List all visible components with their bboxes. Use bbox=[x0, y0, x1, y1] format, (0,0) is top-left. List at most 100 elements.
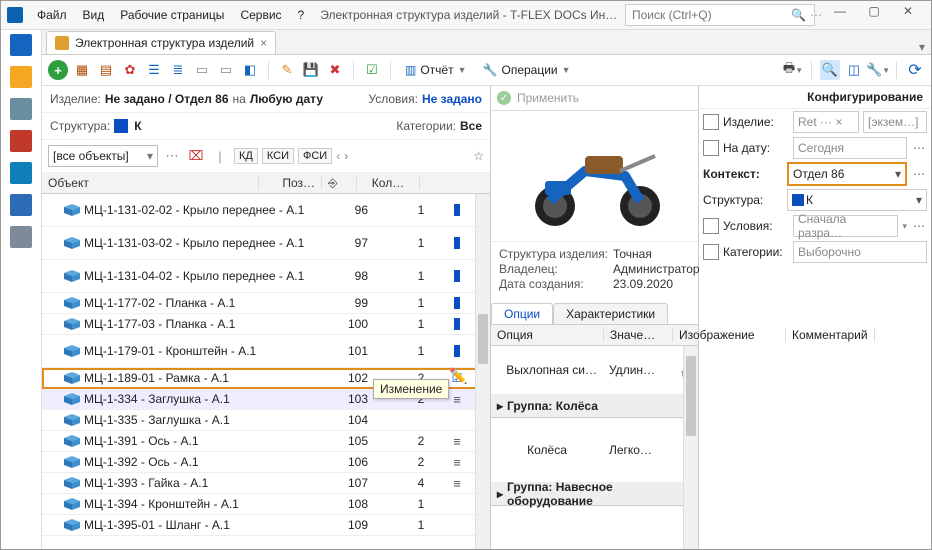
table-row[interactable]: МЦ-1-131-03-02 - Крыло переднее - А.1971 bbox=[42, 227, 490, 260]
filter-icon[interactable]: ⋯ bbox=[162, 146, 182, 166]
close-button[interactable]: ✕ bbox=[891, 4, 925, 26]
table-row[interactable]: МЦ-1-394 - Кронштейн - А.11081 bbox=[42, 494, 490, 515]
tool-icon-1[interactable]: ▦ bbox=[72, 60, 92, 80]
search-input[interactable] bbox=[630, 7, 789, 23]
chk-uslov[interactable] bbox=[703, 218, 719, 234]
table-row[interactable]: МЦ-1-179-01 - Кронштейн - А.11011 bbox=[42, 335, 490, 368]
grid-scrollbar[interactable] bbox=[475, 194, 490, 549]
chk-date[interactable] bbox=[703, 140, 719, 156]
col-val[interactable]: Значе… bbox=[604, 328, 673, 342]
tabs-dropdown-icon[interactable]: ▾ bbox=[919, 40, 925, 54]
sidebar-item-catalog[interactable] bbox=[10, 130, 32, 152]
fld-struct[interactable]: К▾ bbox=[787, 189, 927, 211]
search-icon[interactable]: 🔍 bbox=[791, 8, 806, 22]
search-toggle-icon[interactable]: 🔍 bbox=[820, 60, 840, 80]
row-edit-icon[interactable]: ✏️ bbox=[449, 367, 467, 385]
chip-kd[interactable]: КД bbox=[234, 148, 258, 164]
operations-button[interactable]: 🔧 Операции ▼ bbox=[477, 59, 577, 81]
table-row[interactable]: МЦ-1-335 - Заглушка - А.1104 bbox=[42, 410, 490, 431]
save-icon[interactable]: 💾 bbox=[301, 60, 321, 80]
menu-view[interactable]: Вид bbox=[75, 6, 113, 24]
fld-exemplar[interactable]: [экзем…] bbox=[863, 111, 927, 133]
sidebar-item-home[interactable] bbox=[10, 226, 32, 248]
tab-options[interactable]: Опции bbox=[491, 303, 553, 324]
chip-ksi[interactable]: КСИ bbox=[262, 148, 294, 164]
fld-izdelie[interactable]: Ret ··· × bbox=[793, 111, 859, 133]
ctx-more-icon[interactable]: ⋯ bbox=[911, 167, 927, 181]
check-icon[interactable]: ☑ bbox=[362, 60, 382, 80]
filter-reset-icon[interactable]: ⌧ bbox=[186, 146, 206, 166]
add-button[interactable]: + bbox=[48, 60, 68, 80]
search-more-icon[interactable]: ⋯ bbox=[810, 8, 822, 22]
wrench2-icon[interactable]: 🔧▼ bbox=[868, 60, 888, 80]
fld-uslov[interactable]: Сначала разра… bbox=[793, 215, 898, 237]
tab-structure[interactable]: Электронная структура изделий × bbox=[46, 31, 276, 54]
delete-icon[interactable]: ✖ bbox=[325, 60, 345, 80]
sidebar-item-user[interactable] bbox=[10, 162, 32, 184]
tab-close-icon[interactable]: × bbox=[260, 36, 267, 50]
report-button[interactable]: ▥ Отчёт ▼ bbox=[399, 59, 473, 81]
scroll-left-icon[interactable]: ‹ bbox=[336, 149, 340, 163]
table-row[interactable]: МЦ-1-177-03 - Планка - А.11001 bbox=[42, 314, 490, 335]
table-row[interactable]: МЦ-1-391 - Ось - А.11052≡ bbox=[42, 431, 490, 452]
apply-label[interactable]: Применить bbox=[517, 91, 579, 105]
chk-izdelie[interactable] bbox=[703, 114, 719, 130]
tool-icon-8[interactable]: ◧ bbox=[240, 60, 260, 80]
print-icon[interactable]: 🖶▼ bbox=[783, 60, 803, 80]
tool-icon-4[interactable]: ☰ bbox=[144, 60, 164, 80]
col-pos[interactable]: Поз… bbox=[259, 176, 322, 190]
col-icon1[interactable]: ⎆ bbox=[322, 176, 357, 191]
col-opt[interactable]: Опция bbox=[491, 328, 604, 342]
tool-icon-6[interactable]: ▭ bbox=[192, 60, 212, 80]
sidebar-item-1[interactable] bbox=[10, 34, 32, 56]
tool-icon-7[interactable]: ▭ bbox=[216, 60, 236, 80]
refresh-icon[interactable]: ⟳ bbox=[905, 60, 925, 80]
izdelie-value[interactable]: Не задано / Отдел 86 bbox=[105, 92, 229, 106]
col-object[interactable]: Объект bbox=[42, 176, 259, 190]
scroll-right-icon[interactable]: › bbox=[344, 149, 348, 163]
grid-body[interactable]: МЦ-1-131-02-02 - Крыло переднее - А.1961… bbox=[42, 194, 490, 549]
date-value[interactable]: Любую дату bbox=[250, 92, 323, 106]
star-icon[interactable]: ☆ bbox=[473, 149, 484, 163]
struct-label: Структура: bbox=[50, 119, 110, 133]
table-row[interactable]: МЦ-1-131-02-02 - Крыло переднее - А.1961 bbox=[42, 194, 490, 227]
minimize-button[interactable]: — bbox=[823, 4, 857, 26]
sidebar-item-doc[interactable] bbox=[10, 194, 32, 216]
options-scrollbar[interactable] bbox=[683, 346, 698, 549]
tool-icon-3[interactable]: ✿ bbox=[120, 60, 140, 80]
table-row[interactable]: МЦ-1-395-01 - Шланг - А.11091 bbox=[42, 515, 490, 536]
date-more-icon[interactable]: ⋯ bbox=[911, 141, 927, 155]
sidebar-item-tree[interactable] bbox=[10, 98, 32, 120]
kat-value[interactable]: Все bbox=[460, 119, 482, 133]
tool-icon-2[interactable]: ▤ bbox=[96, 60, 116, 80]
table-row[interactable]: МЦ-1-177-02 - Планка - А.1991 bbox=[42, 293, 490, 314]
menu-help[interactable]: ? bbox=[290, 6, 313, 24]
uslov-more-icon[interactable]: ⋯ bbox=[911, 219, 927, 233]
uslov-value[interactable]: Не задано bbox=[422, 92, 482, 106]
sidebar-item-mail[interactable] bbox=[10, 66, 32, 88]
struct-value[interactable]: К bbox=[134, 119, 141, 133]
menu-pages[interactable]: Рабочие страницы bbox=[112, 6, 232, 24]
all-objects-combo[interactable]: [все объекты]▾ bbox=[48, 145, 158, 167]
group-wheels[interactable]: ▸ Группа: Колёса bbox=[491, 395, 698, 418]
table-row[interactable]: МЦ-1-392 - Ось - А.11062≡ bbox=[42, 452, 490, 473]
maximize-button[interactable]: ▢ bbox=[857, 4, 891, 26]
top-search[interactable]: 🔍 ⋯ bbox=[625, 4, 815, 26]
menu-file[interactable]: Файл bbox=[29, 6, 75, 24]
chk-kat[interactable] bbox=[703, 244, 719, 260]
edit-icon[interactable]: ✎ bbox=[277, 60, 297, 80]
chip-fsi[interactable]: ФСИ bbox=[298, 148, 332, 164]
options-body[interactable]: Выхлопная си… Удлин… Масса выхлопног…При… bbox=[491, 346, 698, 549]
fld-date[interactable]: Сегодня bbox=[793, 137, 907, 159]
table-row[interactable]: МЦ-1-393 - Гайка - А.11074≡ bbox=[42, 473, 490, 494]
menu-service[interactable]: Сервис bbox=[232, 6, 289, 24]
cube-icon bbox=[64, 498, 80, 510]
group-equipment[interactable]: ▸ Группа: Навесное оборудование bbox=[491, 483, 698, 506]
tool-icon-5[interactable]: ≣ bbox=[168, 60, 188, 80]
fld-kat[interactable]: Выборочно bbox=[793, 241, 927, 263]
fld-context[interactable]: Отдел 86▾ bbox=[787, 162, 907, 186]
tab-specs[interactable]: Характеристики bbox=[553, 303, 668, 324]
table-row[interactable]: МЦ-1-131-04-02 - Крыло переднее - А.1981 bbox=[42, 260, 490, 293]
panel-icon[interactable]: ◫ bbox=[844, 60, 864, 80]
col-kol[interactable]: Кол… bbox=[357, 176, 420, 190]
